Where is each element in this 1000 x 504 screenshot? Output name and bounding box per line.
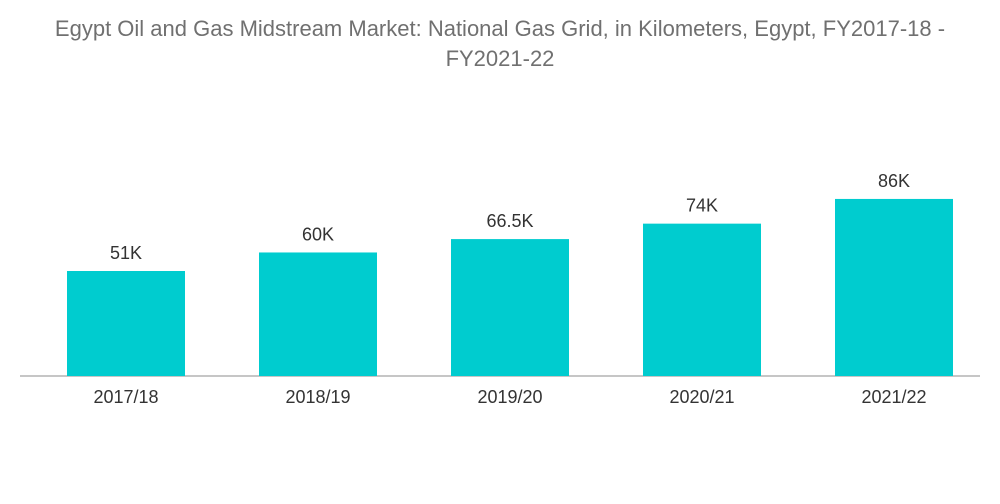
chart-title-line-1: Egypt Oil and Gas Midstream Market: Nati… [54, 16, 946, 41]
bar-2018-19 [259, 252, 377, 376]
x-tick-labels-group: 2017/18 2018/19 2019/20 2020/21 2021/22 [93, 387, 926, 407]
x-tick-label-2018-19: 2018/19 [285, 387, 350, 407]
value-label-2018-19: 60K [302, 224, 334, 244]
value-labels-group: 51K 60K 66.5K 74K 86K [110, 171, 910, 263]
value-label-2020-21: 74K [686, 196, 718, 216]
x-tick-label-2017-18: 2017/18 [93, 387, 158, 407]
chart-title: Egypt Oil and Gas Midstream Market: Nati… [0, 14, 1000, 74]
value-label-2017-18: 51K [110, 243, 142, 263]
bar-2021-22 [835, 198, 953, 376]
value-label-2021-22: 86K [878, 171, 910, 191]
bar-2020-21 [643, 223, 761, 376]
bar-2017-18 [67, 271, 185, 376]
bars-group [67, 198, 953, 376]
bar-2019-20 [451, 239, 569, 376]
value-label-2019-20: 66.5K [486, 211, 533, 231]
x-tick-label-2020-21: 2020/21 [669, 387, 734, 407]
chart-title-line-2: FY2021-22 [445, 46, 555, 71]
x-tick-label-2019-20: 2019/20 [477, 387, 542, 407]
x-tick-label-2021-22: 2021/22 [861, 387, 926, 407]
